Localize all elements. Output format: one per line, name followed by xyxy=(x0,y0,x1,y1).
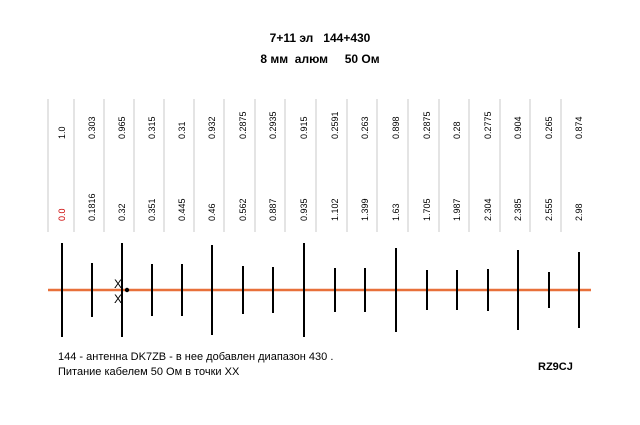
note-line-2: Питание кабелем 50 Ом в точки ХХ xyxy=(58,366,240,378)
spacing-label: 0.31 xyxy=(177,121,187,139)
spacing-label: 0.2775 xyxy=(483,111,493,139)
position-label: 2.98 xyxy=(574,203,584,221)
position-label: 0.935 xyxy=(299,198,309,221)
spacing-label: 0.898 xyxy=(391,116,401,139)
spacing-label: 0.315 xyxy=(147,116,157,139)
note-line-1: 144 - антенна DK7ZB - в нее добавлен диа… xyxy=(58,351,334,363)
position-label: 2.304 xyxy=(483,198,493,221)
position-label: 0.0 xyxy=(57,208,67,221)
spacing-label: 0.904 xyxy=(513,116,523,139)
position-label: 1.705 xyxy=(422,198,432,221)
antenna-title: 7+11 эл 144+430 xyxy=(269,31,371,45)
position-label: 0.46 xyxy=(207,203,217,221)
spacing-label: 0.28 xyxy=(452,121,462,139)
position-label: 1.987 xyxy=(452,198,462,221)
position-label: 0.32 xyxy=(117,203,127,221)
position-label: 0.351 xyxy=(147,198,157,221)
position-label: 0.445 xyxy=(177,198,187,221)
spacing-label: 0.2591 xyxy=(330,111,340,139)
position-label: 1.63 xyxy=(391,203,401,221)
spacing-label: 0.265 xyxy=(544,116,554,139)
spacing-label: 0.965 xyxy=(117,116,127,139)
position-label: 0.562 xyxy=(238,198,248,221)
position-label: 0.887 xyxy=(268,198,278,221)
author-callsign: RZ9CJ xyxy=(538,361,573,373)
position-label: 2.385 xyxy=(513,198,523,221)
position-label: 1.102 xyxy=(330,198,340,221)
antenna-subtitle: 8 мм алюм 50 Ом xyxy=(260,52,380,66)
spacing-label: 0.915 xyxy=(299,116,309,139)
spacing-label: 0.2875 xyxy=(422,111,432,139)
spacing-label: 0.874 xyxy=(574,116,584,139)
position-label: 1.399 xyxy=(360,198,370,221)
spacing-label: 0.263 xyxy=(360,116,370,139)
position-label: 2.555 xyxy=(544,198,554,221)
position-label: 0.1816 xyxy=(87,193,97,221)
spacing-label: 1.0 xyxy=(57,126,67,139)
spacing-label: 0.2935 xyxy=(268,111,278,139)
feed-point xyxy=(124,287,130,293)
spacing-label: 0.2875 xyxy=(238,111,248,139)
feed-mark: X xyxy=(114,277,122,291)
feed-mark: X xyxy=(114,292,122,306)
spacing-label: 0.303 xyxy=(87,116,97,139)
spacing-label: 0.932 xyxy=(207,116,217,139)
